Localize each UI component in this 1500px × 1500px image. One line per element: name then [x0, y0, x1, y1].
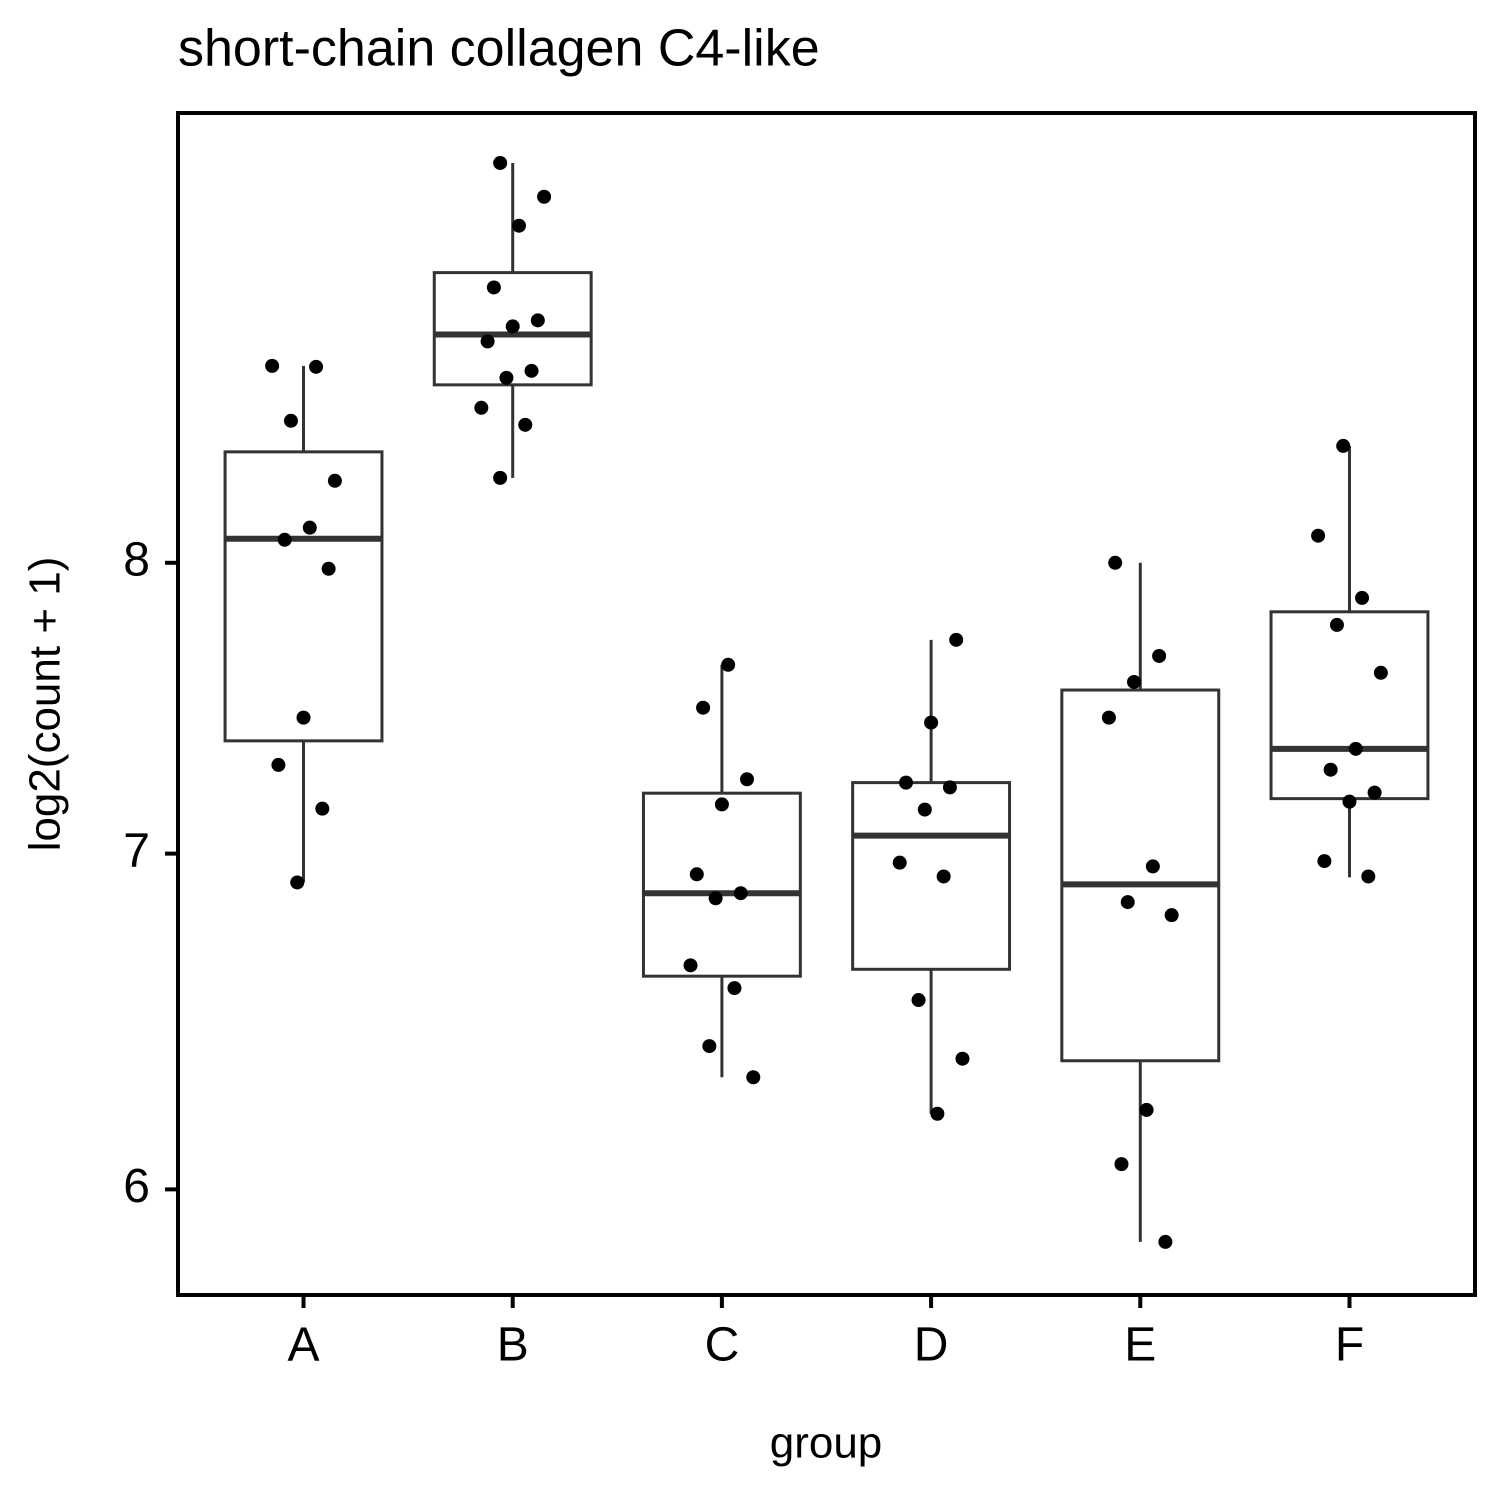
data-point — [892, 855, 907, 870]
data-point — [1164, 908, 1179, 923]
box — [223, 450, 384, 743]
data-point — [315, 801, 330, 816]
data-point — [740, 772, 755, 787]
y-tick-label: 7 — [123, 824, 150, 877]
chart-title: short-chain collagen C4-like — [178, 20, 820, 78]
data-point — [265, 358, 280, 373]
y-tick-label: 8 — [123, 533, 150, 586]
data-point — [1127, 674, 1142, 689]
data-point — [296, 710, 311, 725]
x-tick-label: B — [497, 1319, 529, 1372]
data-point — [327, 473, 342, 488]
data-point — [1373, 665, 1388, 680]
y-tick-label: 6 — [123, 1160, 150, 1213]
data-point — [518, 417, 533, 432]
data-point — [493, 470, 508, 485]
data-point — [480, 334, 495, 349]
data-point — [702, 1039, 717, 1054]
box — [641, 791, 802, 978]
data-point — [708, 891, 723, 906]
data-point — [696, 700, 711, 715]
data-point — [689, 867, 704, 882]
data-point — [721, 657, 736, 672]
data-point — [277, 532, 292, 547]
y-axis-title: log2(count + 1) — [21, 557, 70, 852]
box — [1269, 610, 1430, 801]
data-point — [1108, 555, 1123, 570]
data-point — [1139, 1102, 1154, 1117]
x-tick-label: A — [288, 1319, 320, 1372]
data-point — [1120, 895, 1135, 910]
data-point — [955, 1051, 970, 1066]
data-point — [474, 400, 489, 415]
data-point — [1158, 1234, 1173, 1249]
data-point — [309, 359, 324, 374]
data-point — [1152, 648, 1167, 663]
panel-border — [176, 111, 1477, 1297]
data-point — [499, 370, 514, 385]
box — [851, 781, 1012, 971]
data-point — [321, 561, 336, 576]
data-point — [530, 313, 545, 328]
data-point — [1317, 854, 1332, 869]
data-point — [1361, 869, 1376, 884]
data-point — [524, 363, 539, 378]
x-tick-label: D — [914, 1319, 949, 1372]
data-point — [1355, 590, 1370, 605]
data-point — [493, 155, 508, 170]
data-point — [511, 218, 526, 233]
x-tick-label: F — [1335, 1319, 1364, 1372]
data-point — [1336, 438, 1351, 453]
data-point — [924, 715, 939, 730]
data-point — [1367, 785, 1382, 800]
data-point — [930, 1106, 945, 1121]
data-point — [733, 886, 748, 901]
box — [432, 271, 593, 387]
data-point — [898, 775, 913, 790]
data-point — [1323, 762, 1338, 777]
data-point — [1329, 617, 1344, 632]
data-point — [505, 319, 520, 334]
x-axis-title: group — [770, 1419, 883, 1468]
data-point — [727, 981, 742, 996]
data-point — [1114, 1157, 1129, 1172]
data-point — [283, 413, 298, 428]
data-point — [537, 189, 552, 204]
data-point — [486, 280, 501, 295]
data-point — [936, 869, 951, 884]
data-point — [942, 780, 957, 795]
data-point — [746, 1070, 761, 1085]
x-tick-label: E — [1124, 1319, 1156, 1372]
data-point — [302, 520, 317, 535]
data-point — [1101, 710, 1116, 725]
data-point — [714, 797, 729, 812]
data-point — [917, 802, 932, 817]
data-point — [1348, 741, 1363, 756]
data-point — [683, 958, 698, 973]
data-point — [911, 993, 926, 1008]
data-point — [290, 875, 305, 890]
x-tick-label: C — [705, 1319, 740, 1372]
data-point — [1311, 528, 1326, 543]
data-point — [949, 632, 964, 647]
data-point — [1145, 859, 1160, 874]
data-point — [1342, 794, 1357, 809]
data-point — [271, 757, 286, 772]
box — [1060, 688, 1221, 1063]
